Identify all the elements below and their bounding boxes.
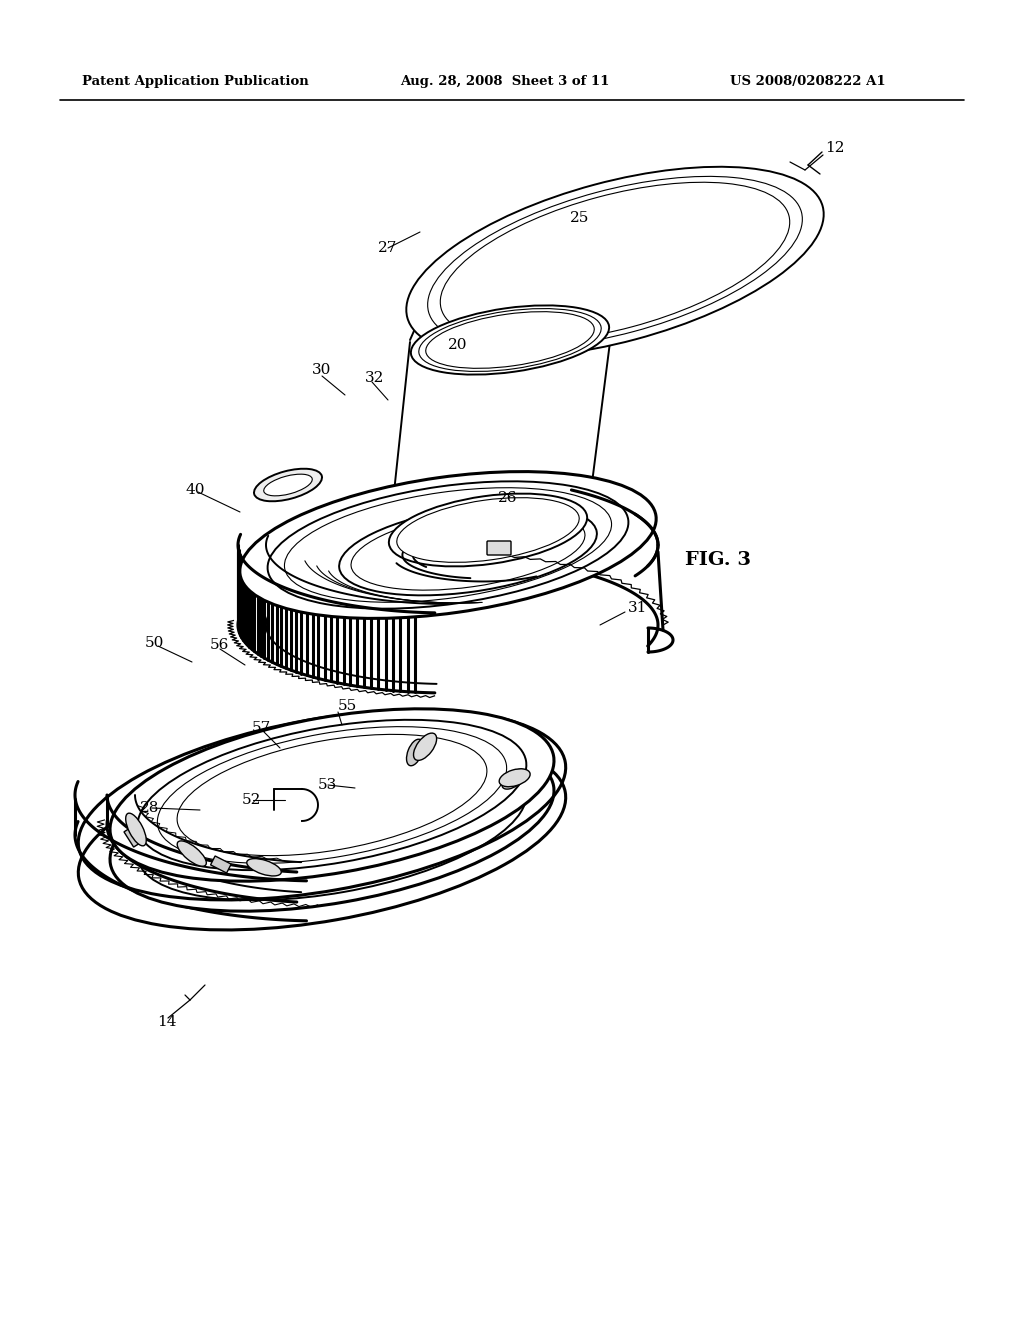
Text: 52: 52 [242, 793, 261, 807]
Ellipse shape [502, 770, 526, 789]
Ellipse shape [396, 498, 580, 562]
Text: 28: 28 [140, 801, 160, 814]
Ellipse shape [137, 750, 526, 900]
Text: Aug. 28, 2008  Sheet 3 of 11: Aug. 28, 2008 Sheet 3 of 11 [400, 75, 609, 88]
Text: 32: 32 [365, 371, 384, 385]
Text: 57: 57 [252, 721, 271, 735]
Ellipse shape [247, 858, 282, 876]
Text: 27: 27 [378, 242, 397, 255]
Ellipse shape [411, 305, 609, 375]
Text: 50: 50 [145, 636, 165, 649]
Ellipse shape [428, 177, 803, 347]
Ellipse shape [407, 166, 823, 358]
Ellipse shape [426, 312, 594, 368]
Text: 53: 53 [318, 777, 337, 792]
Ellipse shape [254, 469, 322, 502]
Ellipse shape [137, 719, 526, 870]
Ellipse shape [407, 739, 423, 766]
Ellipse shape [264, 474, 312, 496]
Text: 14: 14 [157, 1015, 176, 1030]
Ellipse shape [158, 726, 507, 863]
Bar [124, 826, 142, 847]
Bar [211, 855, 231, 873]
Ellipse shape [126, 813, 146, 846]
Ellipse shape [499, 768, 530, 787]
Text: 26: 26 [498, 491, 517, 506]
Text: 25: 25 [570, 211, 590, 224]
Text: 56: 56 [210, 638, 229, 652]
Ellipse shape [110, 709, 554, 882]
Ellipse shape [177, 841, 207, 866]
Ellipse shape [240, 471, 656, 618]
Text: 20: 20 [449, 338, 468, 352]
Ellipse shape [389, 494, 587, 566]
Ellipse shape [267, 482, 629, 609]
Ellipse shape [440, 182, 790, 342]
Ellipse shape [110, 739, 554, 911]
Ellipse shape [339, 504, 597, 595]
FancyBboxPatch shape [487, 541, 511, 554]
Text: 30: 30 [312, 363, 332, 378]
Text: Patent Application Publication: Patent Application Publication [82, 75, 309, 88]
Ellipse shape [414, 733, 436, 760]
Text: US 2008/0208222 A1: US 2008/0208222 A1 [730, 75, 886, 88]
Text: 12: 12 [825, 141, 845, 154]
Ellipse shape [351, 510, 585, 590]
Ellipse shape [285, 487, 611, 602]
Ellipse shape [419, 309, 601, 371]
Text: 55: 55 [338, 700, 357, 713]
Text: FIG. 3: FIG. 3 [685, 550, 751, 569]
Ellipse shape [177, 734, 486, 855]
Text: 40: 40 [185, 483, 205, 498]
Text: 31: 31 [628, 601, 647, 615]
